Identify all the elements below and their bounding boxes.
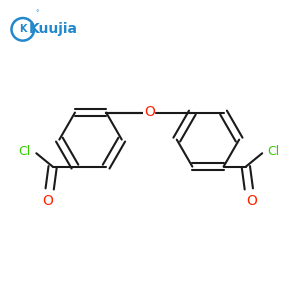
Text: Cl: Cl xyxy=(268,145,280,158)
Text: °: ° xyxy=(36,11,39,16)
Text: O: O xyxy=(246,194,256,208)
Text: Kuujia: Kuujia xyxy=(29,22,78,36)
Text: Cl: Cl xyxy=(19,145,31,158)
Text: O: O xyxy=(42,194,53,208)
Text: O: O xyxy=(144,105,155,119)
Text: K: K xyxy=(19,24,26,34)
